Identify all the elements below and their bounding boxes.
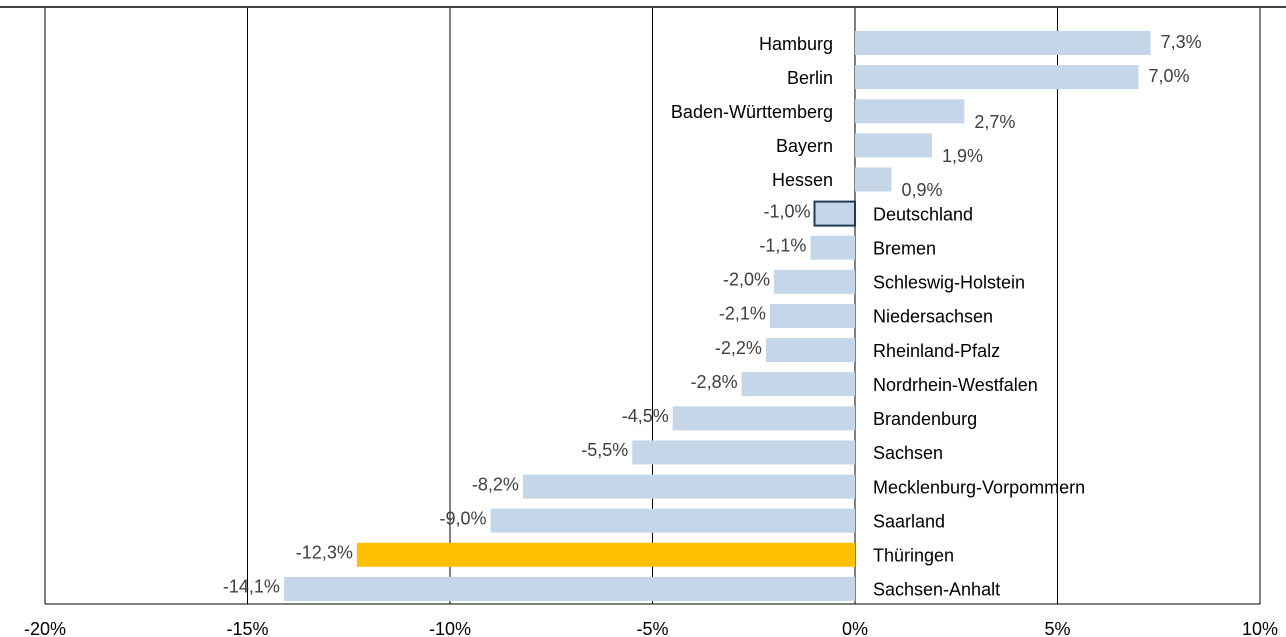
value-label: -8,2% xyxy=(472,474,519,494)
category-label: Thüringen xyxy=(873,546,954,566)
value-label: 2,7% xyxy=(974,112,1015,132)
x-tick-label: -15% xyxy=(226,619,268,637)
value-label: -2,1% xyxy=(719,304,766,324)
category-label: Niedersachsen xyxy=(873,307,993,327)
value-label: -2,2% xyxy=(715,338,762,358)
value-label: -2,0% xyxy=(723,270,770,290)
category-label: Deutschland xyxy=(873,204,973,224)
bar xyxy=(490,508,855,533)
category-label: Sachsen-Anhalt xyxy=(873,580,1000,600)
bar xyxy=(769,303,855,328)
category-label: Schleswig-Holstein xyxy=(873,273,1025,293)
value-label: -2,8% xyxy=(691,372,738,392)
x-tick-label: -20% xyxy=(24,619,66,637)
bar xyxy=(741,372,855,397)
x-tick-label: 5% xyxy=(1044,619,1070,637)
bar xyxy=(810,235,855,260)
value-label: 7,0% xyxy=(1149,66,1190,86)
bar xyxy=(855,167,892,192)
category-label: Brandenburg xyxy=(873,409,977,429)
bar xyxy=(765,338,855,363)
x-tick-label: 0% xyxy=(842,619,868,637)
bar xyxy=(855,31,1151,55)
category-label: Bremen xyxy=(873,238,936,258)
value-label: -9,0% xyxy=(439,508,486,528)
bar xyxy=(855,65,1139,90)
bar xyxy=(774,269,855,294)
bar xyxy=(672,406,855,431)
bar xyxy=(855,133,932,158)
category-label: Baden-Württemberg xyxy=(671,102,833,122)
bar xyxy=(356,542,855,567)
value-label: -1,0% xyxy=(763,201,810,221)
category-label: Sachsen xyxy=(873,443,943,463)
x-tick-label: -5% xyxy=(636,619,668,637)
bar xyxy=(283,576,855,601)
category-label: Hamburg xyxy=(759,34,833,54)
category-label: Mecklenburg-Vorpommern xyxy=(873,477,1085,497)
value-label: -1,1% xyxy=(759,235,806,255)
x-tick-label: -10% xyxy=(429,619,471,637)
category-label: Hessen xyxy=(772,170,833,190)
x-tick-label: 10% xyxy=(1242,619,1278,637)
bar xyxy=(522,474,855,499)
value-label: -14,1% xyxy=(223,577,280,597)
category-label: Berlin xyxy=(787,68,833,88)
category-label: Rheinland-Pfalz xyxy=(873,341,1000,361)
value-label: 0,9% xyxy=(901,180,942,200)
category-label: Bayern xyxy=(776,136,833,156)
value-label: -12,3% xyxy=(296,543,353,563)
value-label: -5,5% xyxy=(581,440,628,460)
category-label: Saarland xyxy=(873,511,945,531)
bar xyxy=(632,440,855,465)
value-label: 7,3% xyxy=(1161,32,1202,52)
bar xyxy=(813,200,856,227)
value-label: 1,9% xyxy=(942,146,983,166)
value-label: -4,5% xyxy=(622,406,669,426)
category-label: Nordrhein-Westfalen xyxy=(873,375,1038,395)
bar xyxy=(855,99,965,124)
